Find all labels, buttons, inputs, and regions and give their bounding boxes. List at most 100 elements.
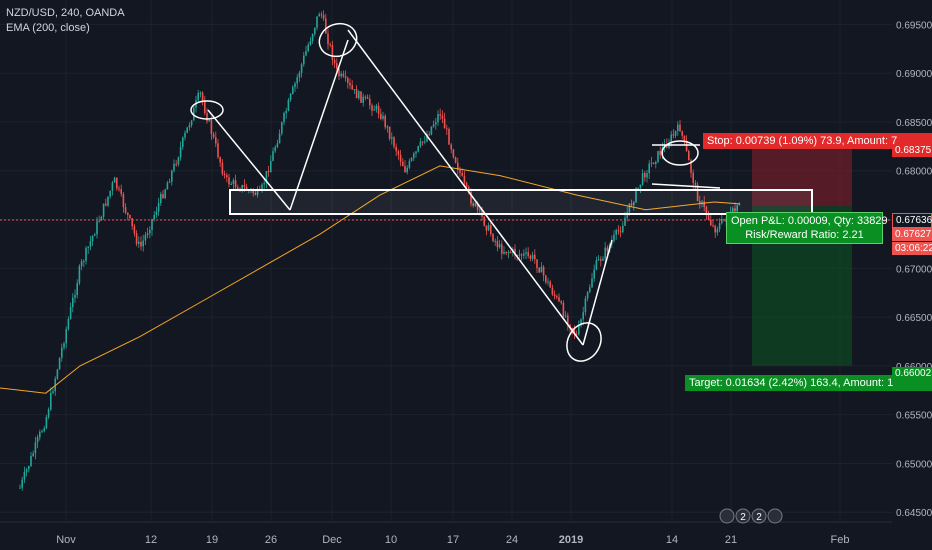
candle-body [56, 369, 59, 379]
candle-body [294, 83, 296, 88]
candle-body [492, 234, 494, 242]
candle-body [404, 166, 406, 173]
candle-body [428, 134, 430, 136]
candle-body [230, 183, 232, 185]
candle-body [604, 247, 606, 259]
candle-body [43, 428, 45, 432]
candle-body [124, 207, 127, 213]
candle-body [303, 55, 305, 65]
event-badge-count: 2 [740, 512, 746, 523]
candle-body [384, 115, 386, 128]
candle-body [450, 144, 452, 150]
candle-body [391, 137, 393, 139]
candle-body [738, 204, 741, 206]
candle-body [72, 297, 74, 308]
candle-body [483, 216, 485, 226]
candle-body [498, 244, 501, 248]
candle-body [397, 151, 400, 155]
candle-body [223, 173, 226, 176]
candle-body [674, 130, 677, 136]
candle-body [441, 115, 444, 119]
chart-legend: NZD/USD, 240, OANDA EMA (200, close) [6, 6, 125, 36]
candle-body [584, 298, 587, 313]
candle-body [703, 201, 705, 208]
candle-body [327, 33, 329, 45]
time-axis[interactable]: Nov 12 19 26 Dec 10 17 24 2019 14 21 Feb [56, 534, 849, 546]
indicator-title[interactable]: EMA (200, close) [6, 22, 90, 34]
candle-body [157, 203, 160, 212]
candle-body [41, 431, 43, 433]
circle-high-2 [318, 22, 358, 58]
price-tick-label: 0.69000 [896, 69, 932, 80]
candle-body [272, 151, 274, 161]
candle-body [219, 157, 221, 163]
candle-body [448, 129, 450, 145]
candle-body [52, 391, 54, 393]
candle-body [633, 202, 635, 206]
candle-body [694, 182, 697, 185]
candle-body [153, 214, 155, 220]
candle-body [635, 188, 637, 203]
event-badge [751, 508, 767, 524]
candle-body [87, 246, 89, 248]
candle-body [69, 307, 72, 319]
candle-body [380, 113, 382, 119]
candle-body [39, 432, 41, 438]
candle-body [166, 182, 169, 190]
time-tick-label: 2019 [559, 534, 583, 546]
candle-body [494, 240, 496, 242]
candle-body [201, 92, 204, 102]
candle-body [325, 18, 327, 34]
candle-body [613, 234, 615, 241]
candle-body [432, 124, 435, 127]
candle-body [641, 173, 644, 185]
candle-body [208, 120, 210, 122]
candle-body [193, 107, 195, 121]
candle-body [644, 173, 646, 178]
candle-body [672, 134, 675, 136]
candle-body [683, 135, 686, 141]
symbol-title[interactable]: NZD/USD, 240, OANDA [6, 7, 125, 19]
candle-body [252, 189, 254, 193]
candle-body [47, 409, 50, 417]
candle-body [413, 153, 415, 159]
candle-body [241, 184, 243, 191]
candle-body [142, 240, 144, 247]
candle-body [168, 181, 171, 183]
candle-body [74, 295, 76, 298]
candle-body [58, 357, 61, 370]
candle-body [716, 229, 719, 233]
candle-body [234, 180, 237, 188]
candle-body [270, 160, 272, 173]
candle-body [487, 225, 490, 231]
candle-body [395, 146, 397, 152]
candle-body [65, 329, 67, 344]
price-tick-label: 0.68500 [896, 118, 932, 129]
candle-body [437, 114, 439, 123]
candle-body [131, 218, 133, 227]
candle-body [659, 150, 661, 155]
candle-body [496, 240, 499, 248]
candle-body [624, 217, 626, 226]
countdown-tag: 03:06:22 [892, 242, 932, 255]
candle-body [109, 190, 111, 197]
candle-body [388, 126, 391, 139]
candle-body [736, 205, 738, 212]
candle-body [446, 128, 448, 130]
candle-body [226, 175, 228, 178]
price-axis[interactable]: 0.695000.690000.685000.680000.675000.670… [892, 0, 932, 550]
candle-body [307, 44, 309, 52]
candle-body [206, 113, 208, 122]
risk-reward-text: Risk/Reward Ratio: 2.21 [745, 229, 864, 241]
candle-body [459, 169, 461, 173]
candle-body [606, 247, 609, 252]
price-tick-label: 0.65000 [896, 459, 932, 470]
candle-body [628, 203, 631, 213]
candle-body [461, 172, 463, 176]
candle-body [67, 318, 70, 330]
candle-body [175, 163, 177, 165]
candle-body [696, 184, 699, 202]
current-price-tag: 0.67636 [892, 213, 932, 228]
